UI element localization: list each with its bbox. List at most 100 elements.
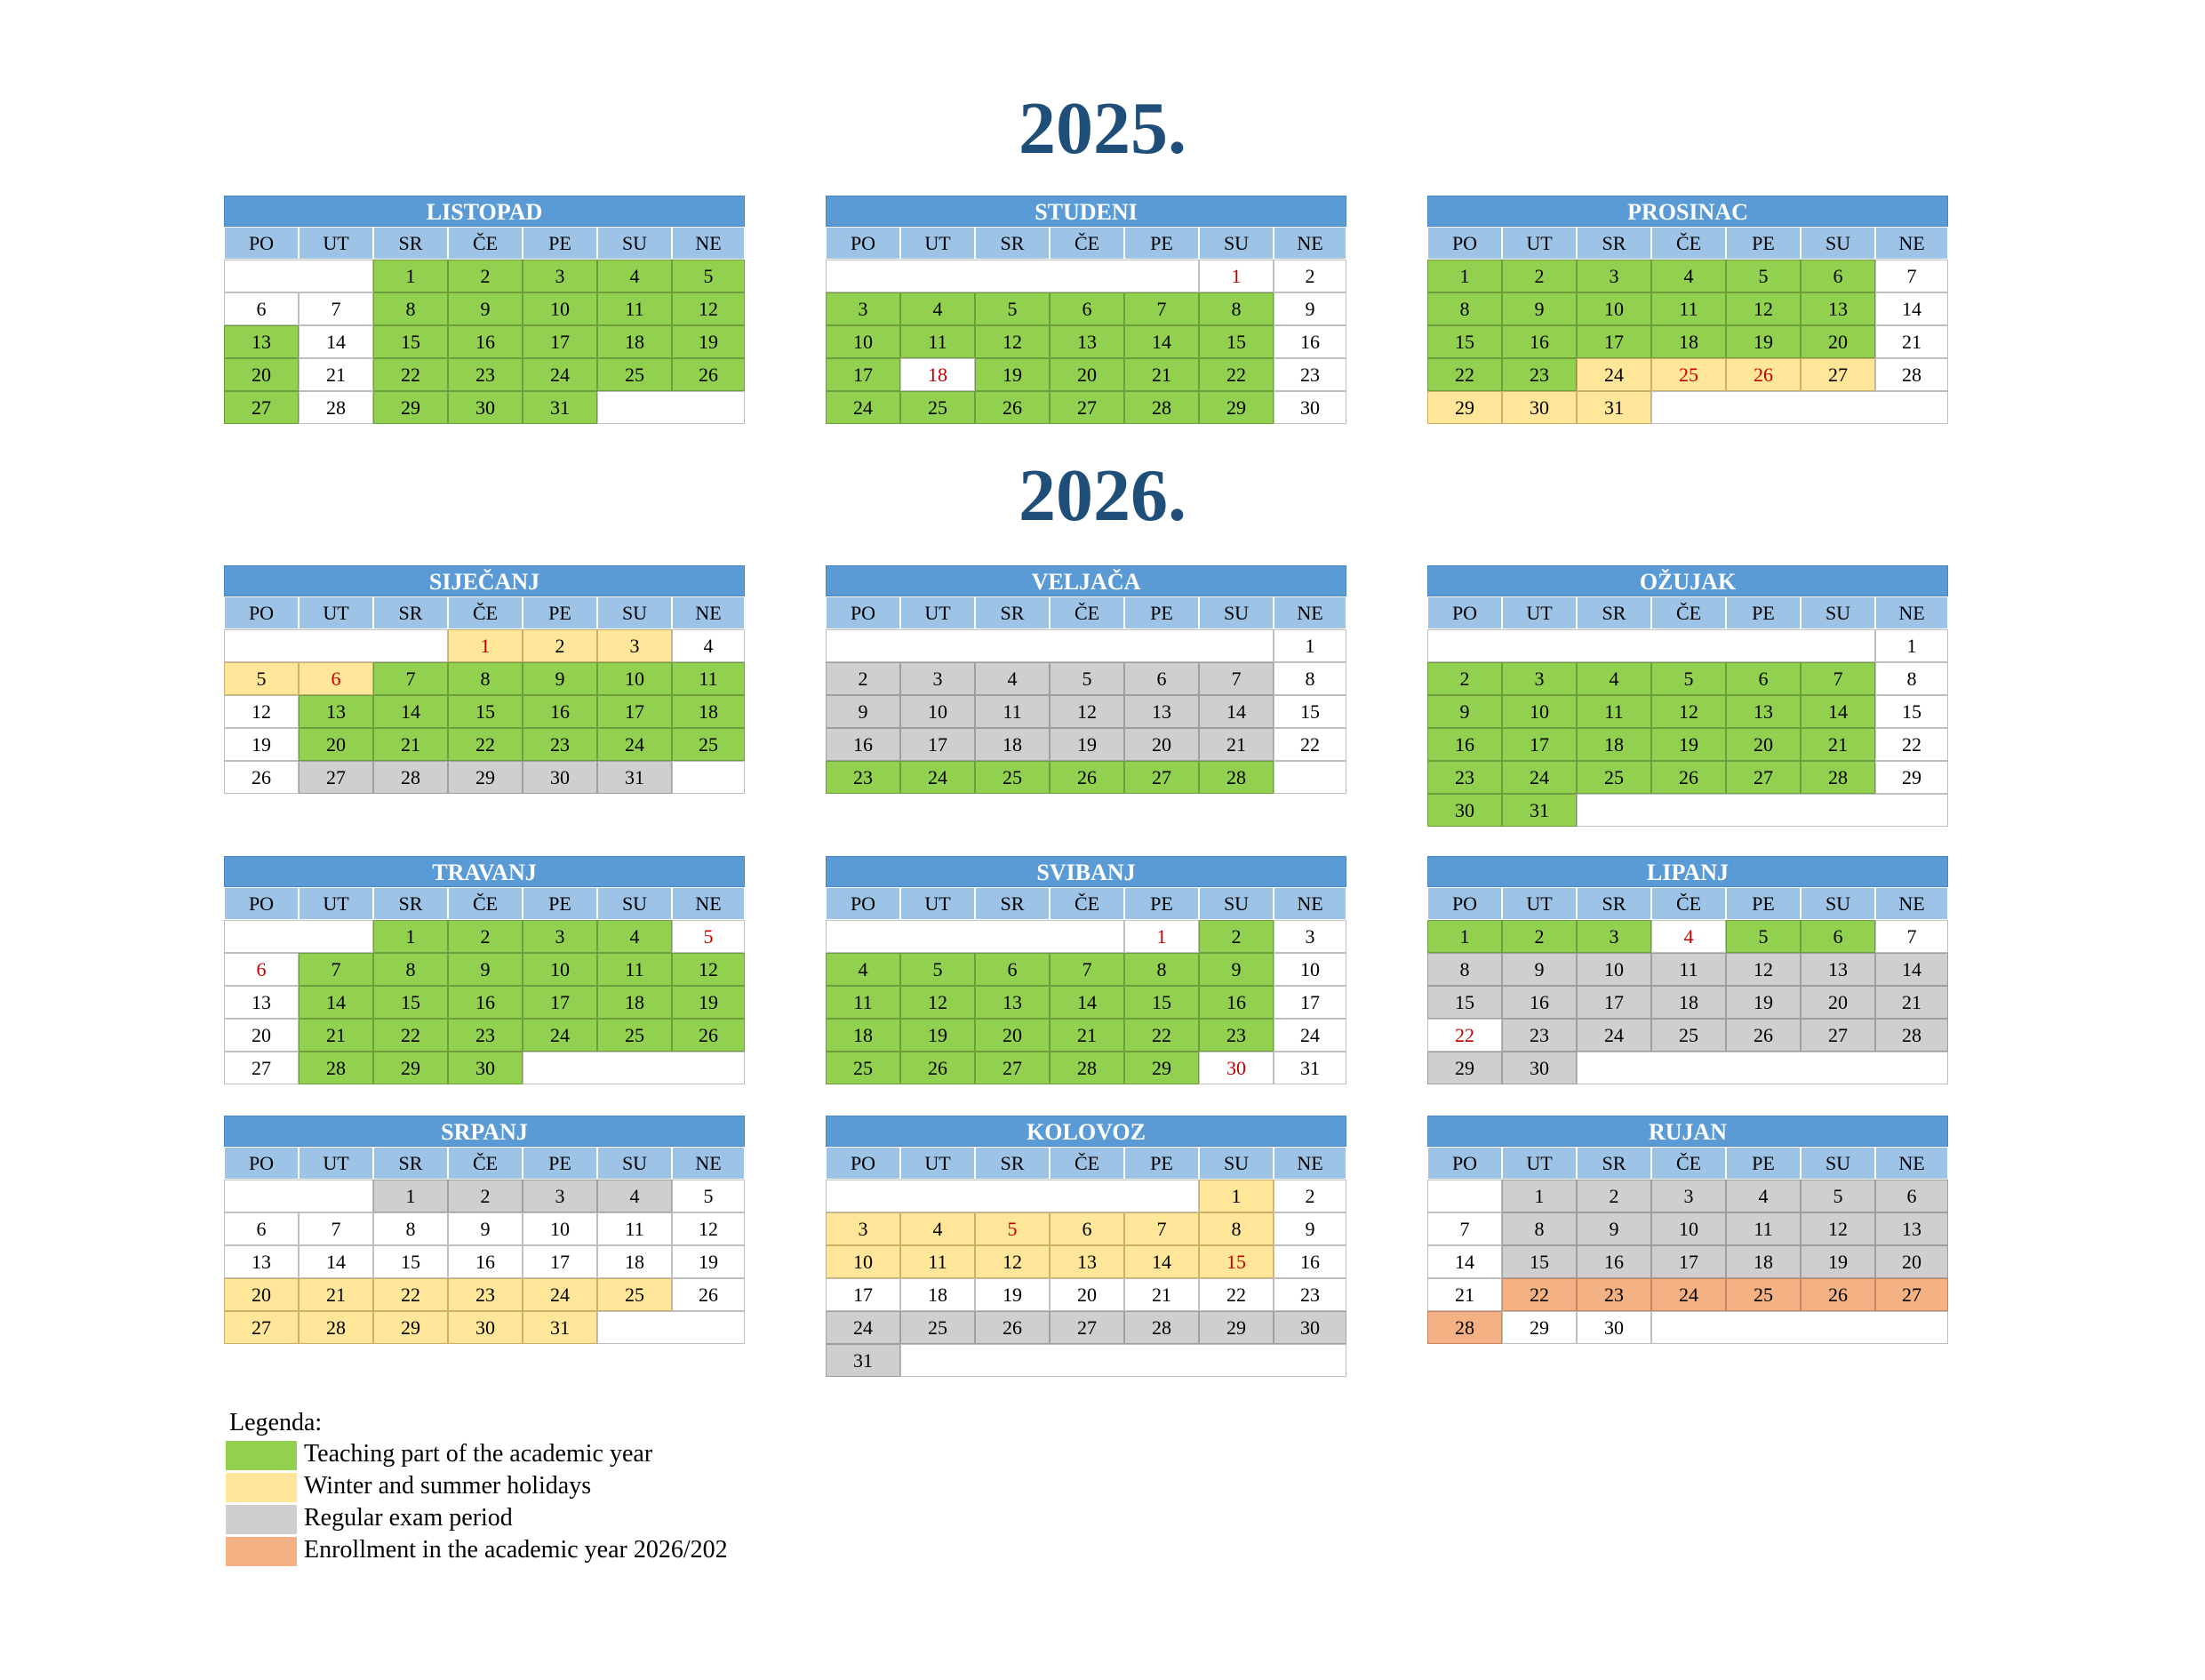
weekday-header: PO	[1427, 227, 1502, 260]
day-cell: 4	[597, 260, 672, 292]
weekday-header: PE	[523, 227, 597, 260]
day-cell: 31	[1274, 1052, 1346, 1084]
day-cell: 21	[1875, 325, 1948, 358]
weekday-header: NE	[1875, 596, 1948, 629]
day-cell: 17	[826, 1278, 900, 1311]
day-cell: 11	[900, 325, 975, 358]
day-cell: 14	[1875, 953, 1948, 986]
day-cell: 13	[975, 986, 1050, 1019]
year-title-2025: 2025.	[1019, 87, 1186, 170]
day-cell: 6	[975, 953, 1050, 986]
weekday-header: PO	[826, 596, 900, 629]
legend-label-holidays: Winter and summer holidays	[304, 1472, 592, 1500]
day-cell: 9	[826, 695, 900, 728]
day-cell: 16	[1502, 325, 1577, 358]
day-cell: 9	[1427, 695, 1502, 728]
day-cell: 25	[672, 728, 745, 761]
legend: Legenda: Teaching part of the academic y…	[224, 1408, 728, 1566]
day-cell: 17	[597, 695, 672, 728]
day-cell: 2	[523, 629, 597, 662]
legend-item-enrollment: Enrollment in the academic year 2026/202	[224, 1534, 728, 1566]
day-cell: 24	[523, 1019, 597, 1052]
day-cell: 24	[597, 728, 672, 761]
day-cell: 20	[224, 1278, 299, 1311]
month-grid: PO UT SR ČE PE SU NE 1 2 3 4 5 6 7 8 9 10 11 12 13 14 15 16 17 1…	[1427, 1147, 1948, 1344]
day-cell: 12	[224, 695, 299, 728]
weekday-header: PE	[523, 596, 597, 629]
day-cell: 30	[523, 761, 597, 794]
day-cell: 30	[1274, 1311, 1346, 1344]
weekday-header: ČE	[448, 227, 523, 260]
day-cell: 18	[1651, 986, 1726, 1019]
day-cell: 21	[299, 358, 373, 391]
day-cell: 26	[1726, 1019, 1801, 1052]
day-cell: 16	[1502, 986, 1577, 1019]
day-cell: 13	[1801, 292, 1875, 325]
day-cell: 9	[1274, 292, 1346, 325]
weekday-header: NE	[672, 596, 745, 629]
day-cell: 9	[448, 1212, 523, 1245]
day-cell: 5	[672, 260, 745, 292]
day-cell: 7	[1427, 1212, 1502, 1245]
day-cell: 27	[975, 1052, 1050, 1084]
day-cell: 29	[373, 1311, 448, 1344]
day-cell: 11	[597, 1212, 672, 1245]
day-cell: 14	[1427, 1245, 1502, 1278]
day-cell: 4	[1577, 662, 1651, 695]
month-title: OŽUJAK	[1427, 565, 1948, 596]
day-cell: 14	[299, 325, 373, 358]
day-cell: 7	[1124, 1212, 1199, 1245]
day-cell: 19	[672, 1245, 745, 1278]
day-cell: 10	[826, 1245, 900, 1278]
day-cell: 27	[1801, 358, 1875, 391]
month-grid: PO UT SR ČE PE SU NE 1 2 3 4 5 6 7 8 9 10 11 12 13 14 15 16 17 1…	[224, 887, 745, 1084]
weekday-header: SU	[1801, 887, 1875, 920]
day-cell: 6	[224, 953, 299, 986]
weekday-header: NE	[1875, 1147, 1948, 1180]
month-veljača: VELJAČA PO UT SR ČE PE SU NE 1 2 3 4 5 6 7 8 9 10 11 12 13 14…	[826, 565, 1346, 794]
day-cell: 30	[1199, 1052, 1274, 1084]
day-cell: 10	[597, 662, 672, 695]
legend-swatch-teaching	[226, 1441, 297, 1470]
legend-label-exam: Regular exam period	[304, 1504, 513, 1532]
day-cell: 19	[672, 986, 745, 1019]
day-cell: 12	[672, 292, 745, 325]
weekday-header: PE	[1726, 1147, 1801, 1180]
day-cell: 16	[1427, 728, 1502, 761]
blank-cell	[900, 1344, 1346, 1377]
blank-cell	[1577, 1052, 1948, 1084]
day-cell: 26	[672, 1019, 745, 1052]
day-cell: 19	[1050, 728, 1124, 761]
day-cell: 13	[1050, 1245, 1124, 1278]
day-cell: 2	[448, 260, 523, 292]
day-cell: 13	[299, 695, 373, 728]
month-title: LIPANJ	[1427, 856, 1948, 887]
day-cell: 27	[299, 761, 373, 794]
day-cell: 31	[523, 391, 597, 424]
weekday-header: SR	[975, 1147, 1050, 1180]
day-cell: 21	[299, 1278, 373, 1311]
weekday-header: NE	[1274, 887, 1346, 920]
day-cell: 5	[672, 1180, 745, 1212]
day-cell: 10	[1577, 292, 1651, 325]
month-grid: PO UT SR ČE PE SU NE 1 2 3 4 5 6 7 8 9 10 11 12 13 14 15 16 17 1…	[224, 1147, 745, 1344]
day-cell: 26	[1801, 1278, 1875, 1311]
day-cell: 12	[1050, 695, 1124, 728]
day-cell: 11	[1726, 1212, 1801, 1245]
day-cell: 15	[373, 986, 448, 1019]
day-cell: 18	[597, 325, 672, 358]
day-cell: 22	[1427, 358, 1502, 391]
legend-label-teaching: Teaching part of the academic year	[304, 1440, 653, 1468]
day-cell: 2	[1577, 1180, 1651, 1212]
day-cell: 27	[1050, 391, 1124, 424]
day-cell: 23	[448, 1019, 523, 1052]
day-cell: 16	[448, 1245, 523, 1278]
month-lipanj: LIPANJ PO UT SR ČE PE SU NE 1 2 3 4 5 6 7 8 9 10 11 12 13 14 1…	[1427, 856, 1948, 1084]
day-cell: 23	[1502, 1019, 1577, 1052]
day-cell: 17	[900, 728, 975, 761]
day-cell: 19	[672, 325, 745, 358]
blank-cell	[1651, 1311, 1948, 1344]
day-cell: 25	[1726, 1278, 1801, 1311]
weekday-header: PO	[1427, 1147, 1502, 1180]
day-cell: 19	[975, 358, 1050, 391]
